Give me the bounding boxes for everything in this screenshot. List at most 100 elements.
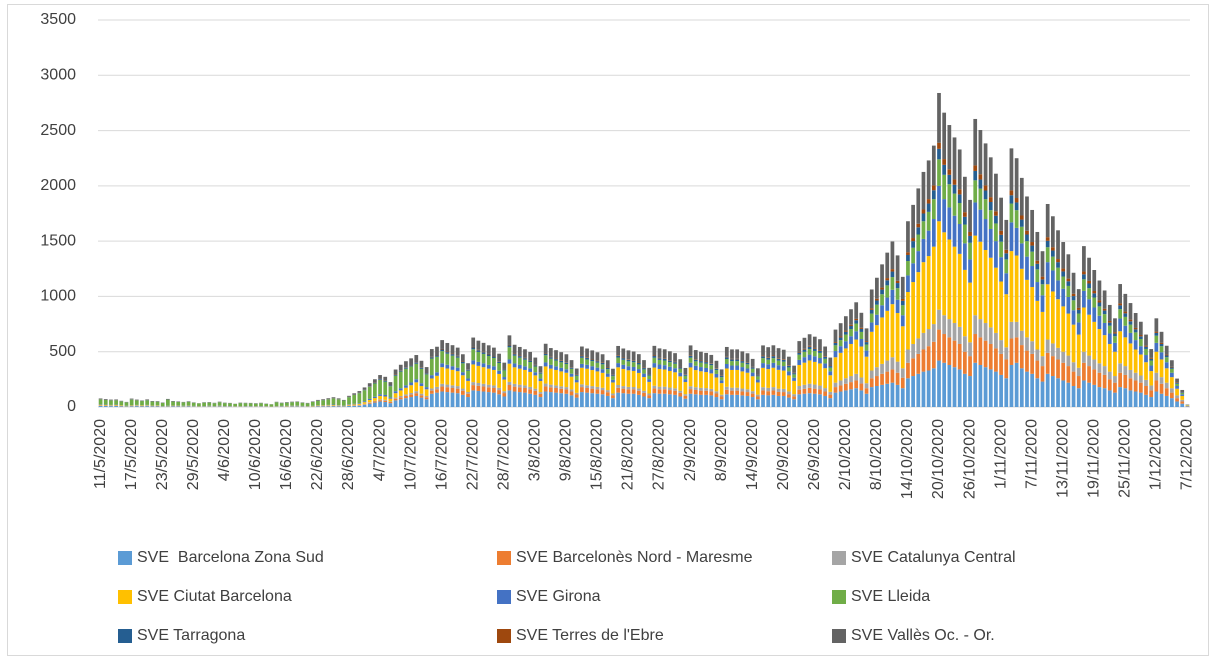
bar-segment [1175,395,1179,399]
bar-segment [590,361,595,367]
bar-segment [383,380,388,382]
bar-segment [926,160,931,200]
bar-segment [636,364,641,370]
bar-segment [1170,392,1174,399]
y-tick-label: 500 [49,343,76,360]
bar-segment [1045,240,1050,248]
bar-segment [497,361,501,363]
bar-segment [186,406,191,407]
bar-segment [424,389,429,396]
bar-segment [404,395,408,399]
bar-segment [890,269,895,272]
bar-segment [937,221,941,310]
bar-segment [517,357,522,365]
bar-segment [1071,324,1076,363]
bar-segment [843,348,848,379]
bar-segment [828,398,833,407]
bar-segment [838,391,843,407]
bar-segment [1128,378,1133,391]
bar-segment [838,336,843,338]
bar-segment [906,275,910,293]
bar-segment [652,355,657,357]
bar-segment [1092,291,1097,294]
bar-segment [911,204,915,239]
bar-segment [900,276,905,299]
bar-segment [709,365,714,370]
bar-segment [947,364,952,407]
bar-segment [476,361,481,366]
bar-segment [455,393,460,407]
bar-segment [471,337,476,347]
bar-segment [631,389,636,394]
bar-segment [1071,385,1076,407]
bar-segment [1087,280,1091,284]
bar-segment [947,319,952,338]
bar-segment [838,323,843,337]
bar-segment [875,300,879,305]
bar-segment [1092,307,1097,322]
bar-segment [181,402,186,406]
x-tick-label: 14/10/2020 [899,419,916,499]
bar-segment [1014,227,1019,256]
bar-segment [600,394,605,407]
bar-segment [859,338,864,347]
bar-segment [585,385,589,388]
bar-segment [626,359,631,362]
bar-segment [1144,334,1148,346]
bar-segment [859,331,864,339]
bar-segment [486,384,491,388]
bar-segment [952,215,957,247]
bar-segment [559,386,564,389]
bar-segment [818,394,822,407]
bar-segment [688,355,693,356]
bar-segment [119,406,124,407]
bar-segment [668,390,672,395]
bar-segment [797,389,802,395]
bar-segment [781,359,786,362]
bar-segment [714,373,719,378]
bar-segment [393,375,398,392]
bar-segment [740,371,745,389]
bar-segment [595,393,600,407]
bar-segment [926,211,931,231]
bar-segment [900,368,905,378]
bar-segment [952,367,957,407]
bar-segment [476,390,481,407]
x-tick-label: 2/9/2020 [682,419,699,481]
bar-segment [1019,177,1024,216]
bar-segment [859,377,864,384]
bar-segment [776,391,781,396]
bar-segment [388,401,393,403]
bar-segment [797,385,802,390]
x-tick-label: 29/5/2020 [185,419,202,490]
bar-segment [916,272,921,339]
bar-segment [383,396,388,400]
bar-segment [471,390,476,407]
bar-segment [1066,281,1071,286]
legend-swatch [118,551,132,565]
bar-segment [849,324,853,326]
bar-segment [1133,313,1138,328]
bar-segment [409,394,413,398]
bar-segment [1175,385,1179,389]
bar-segment [662,358,667,359]
bar-segment [735,394,740,407]
bar-segment [1066,296,1071,314]
bar-segment [1107,390,1112,407]
bar-segment [621,388,626,394]
bar-segment [719,399,724,407]
bar-segment [166,406,170,407]
bar-segment [999,374,1003,407]
bar-segment [921,213,926,222]
bar-segment [988,202,993,211]
bar-segment [802,357,807,363]
bar-segment [1097,363,1102,373]
x-tick-label: 13/11/2020 [1054,419,1071,498]
bar-segment [771,394,776,407]
bar-segment [626,370,631,387]
bar-segment [373,383,377,397]
bar-segment [657,368,662,387]
bar-segment [999,241,1003,258]
bar-segment [1107,320,1112,323]
bar-segment [554,359,558,361]
